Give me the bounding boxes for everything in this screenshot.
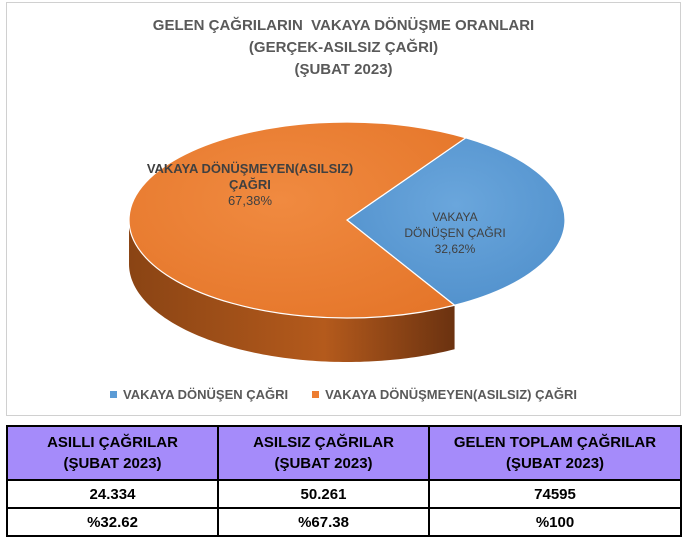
cell-asilsiz-percent: %67.38 — [217, 507, 430, 537]
slice-label-asilsiz: VAKAYA DÖNÜŞMEYEN(ASILSIZ) ÇAĞRI 67,38% — [125, 161, 375, 209]
table-row: %32.62 %67.38 %100 — [6, 507, 682, 537]
chart-title-line-3: (ŞUBAT 2023) — [294, 61, 393, 78]
pie-slice-asilsiz — [128, 121, 468, 319]
cell-toplam-percent: %100 — [428, 507, 682, 537]
slice-label-donusen-line-3: 32,62% — [434, 242, 476, 256]
legend-swatch-orange — [312, 391, 320, 398]
cell-asilli-percent: %32.62 — [6, 507, 219, 537]
pie-slice-donusen — [345, 137, 566, 306]
legend-item-donusen: VAKAYA DÖNÜŞEN ÇAĞRI — [109, 387, 289, 402]
chart-title: GELEN ÇAĞRILARIN VAKAYA DÖNÜŞME ORANLARI… — [7, 15, 680, 81]
legend-label-asilsiz: VAKAYA DÖNÜŞMEYEN(ASILSIZ) ÇAĞRI — [325, 387, 578, 402]
header-asilsiz-line-1: ASILSIZ ÇAĞRILAR — [253, 434, 394, 451]
header-asilli: ASILLI ÇAĞRILAR (ŞUBAT 2023) — [6, 425, 219, 481]
header-toplam: GELEN TOPLAM ÇAĞRILAR (ŞUBAT 2023) — [428, 425, 682, 481]
chart-title-line-1: GELEN ÇAĞRILARIN VAKAYA DÖNÜŞME ORANLARI — [152, 17, 535, 34]
header-asilli-line-2: (ŞUBAT 2023) — [63, 455, 162, 472]
header-toplam-line-1: GELEN TOPLAM ÇAĞRILAR — [453, 434, 657, 451]
slice-label-asilsiz-line-2: ÇAĞRI — [229, 177, 271, 192]
legend-swatch-blue — [109, 391, 117, 398]
cell-toplam-count: 74595 — [428, 479, 682, 509]
header-asilsiz: ASILSIZ ÇAĞRILAR (ŞUBAT 2023) — [217, 425, 430, 481]
slice-label-asilsiz-line-1: VAKAYA DÖNÜŞMEYEN(ASILSIZ) — [146, 161, 354, 176]
chart-title-line-2: (GERÇEK-ASILSIZ ÇAĞRI) — [248, 39, 439, 56]
cell-asilli-count: 24.334 — [6, 479, 219, 509]
chart-frame: GELEN ÇAĞRILARIN VAKAYA DÖNÜŞME ORANLARI… — [6, 2, 681, 416]
slice-label-donusen-line-2: DÖNÜŞEN ÇAĞRI — [404, 226, 506, 240]
legend-item-asilsiz: VAKAYA DÖNÜŞMEYEN(ASILSIZ) ÇAĞRI — [312, 387, 577, 402]
header-toplam-line-2: (ŞUBAT 2023) — [505, 455, 605, 472]
pie-chart — [128, 121, 566, 362]
chart-legend: VAKAYA DÖNÜŞEN ÇAĞRI VAKAYA DÖNÜŞMEYEN(A… — [7, 387, 680, 402]
table-header-row: ASILLI ÇAĞRILAR (ŞUBAT 2023) ASILSIZ ÇAĞ… — [6, 425, 682, 481]
header-asilli-line-1: ASILLI ÇAĞRILAR — [47, 434, 178, 451]
slice-label-donusen: VAKAYA DÖNÜŞEN ÇAĞRI 32,62% — [395, 209, 515, 257]
pie-slice-asilsiz-side — [129, 220, 455, 362]
header-asilsiz-line-2: (ŞUBAT 2023) — [274, 455, 373, 472]
table-row: 24.334 50.261 74595 — [6, 479, 682, 509]
legend-label-donusen: VAKAYA DÖNÜŞEN ÇAĞRI — [122, 387, 289, 402]
cell-asilsiz-count: 50.261 — [217, 479, 430, 509]
stats-table: ASILLI ÇAĞRILAR (ŞUBAT 2023) ASILSIZ ÇAĞ… — [6, 425, 682, 537]
slice-label-donusen-line-1: VAKAYA — [432, 210, 478, 224]
slice-label-asilsiz-line-3: 67,38% — [227, 193, 273, 208]
